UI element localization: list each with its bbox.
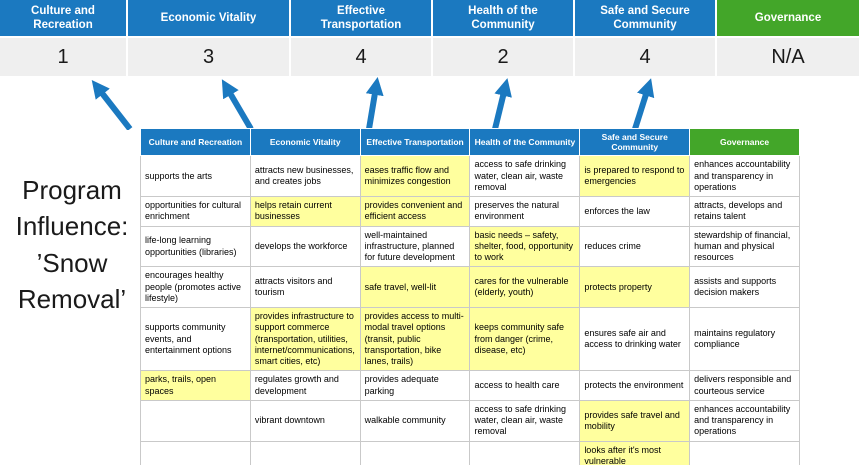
matrix-cell-r6-c6: delivers responsible and courteous servi…	[689, 370, 800, 401]
matrix-header-2: Effective Transportation	[359, 127, 471, 157]
table-row: opportunities for cultural enrichment hel…	[140, 196, 800, 227]
table-row: life-long learning opportunities (librar…	[140, 225, 800, 268]
matrix-cell-r7-c3: walkable community	[359, 399, 471, 442]
matrix-cell-r8-c5: looks after it's most vulnerable	[579, 440, 691, 465]
matrix-cell-r4-c6: assists and supports decision makers	[689, 266, 800, 309]
summary-category-2: Effective Transportation	[291, 0, 431, 36]
matrix-header-0: Culture and Recreation	[140, 127, 251, 157]
matrix-cell-r5-c4: keeps community safe from danger (crime,…	[469, 307, 581, 372]
up-arrow-icon	[492, 78, 512, 130]
matrix-cell-r2-c3: provides convenient and efficient access	[359, 196, 471, 227]
matrix-cell-r5-c3: provides access to multi-modal travel op…	[359, 307, 471, 372]
summary-score-3: 2	[433, 38, 573, 76]
table-row: encourages healthy people (promotes acti…	[140, 266, 800, 309]
matrix-cell-r7-c1	[140, 399, 251, 442]
matrix-cell-r1-c1: supports the arts	[140, 155, 251, 198]
matrix-cell-r3-c5: reduces crime	[579, 225, 691, 268]
matrix-cell-r4-c4: cares for the vulnerable (elderly, youth…	[469, 266, 581, 309]
matrix-cell-r6-c5: protects the environment	[579, 370, 691, 401]
matrix-cell-r6-c3: provides adequate parking	[359, 370, 471, 401]
summary-category-0: Culture and Recreation	[0, 0, 126, 36]
summary-score-2: 4	[291, 38, 431, 76]
summary-score-5: N/A	[717, 38, 859, 76]
matrix-cell-r2-c1: opportunities for cultural enrichment	[140, 196, 251, 227]
matrix-header-row: Culture and Recreation Economic Vitality E…	[140, 127, 800, 157]
summary-category-3: Health of the Community	[433, 0, 573, 36]
summary-score-row: 1 3 4 2 4 N/A	[0, 38, 859, 76]
summary-score-0: 1	[0, 38, 126, 76]
summary-category-4: Safe and Secure Community	[575, 0, 715, 36]
matrix-header-3: Health of the Community	[469, 127, 581, 157]
matrix-cell-r8-c6	[689, 440, 800, 465]
matrix-cell-r6-c1: parks, trails, open spaces	[140, 370, 251, 401]
matrix-cell-r3-c1: life-long learning opportunities (librar…	[140, 225, 251, 268]
matrix-cell-r2-c6: attracts, develops and retains talent	[689, 196, 800, 227]
summary-category-5: Governance	[717, 0, 859, 36]
matrix-cell-r3-c3: well-maintained infrastructure, planned …	[359, 225, 471, 268]
matrix-header-4: Safe and Secure Community	[579, 127, 691, 157]
matrix-cell-r8-c2	[249, 440, 361, 465]
page-title: Program Influence: ’Snow Removal’	[15, 175, 129, 315]
matrix-cell-r5-c5: ensures safe air and access to drinking …	[579, 307, 691, 372]
matrix-cell-r4-c5: protects property	[579, 266, 691, 309]
table-row: vibrant downtown walkable community access…	[140, 399, 800, 442]
matrix-cell-r8-c4	[469, 440, 581, 465]
matrix-cell-r5-c2: provides infrastructure to support comme…	[249, 307, 361, 372]
matrix-cell-r3-c6: stewardship of financial, human and phys…	[689, 225, 800, 268]
matrix-cell-r6-c2: regulates growth and development	[249, 370, 361, 401]
up-arrow-icon	[365, 76, 384, 130]
summary-score-1: 3	[128, 38, 289, 76]
matrix-body: supports the arts attracts new businesses…	[140, 155, 800, 465]
matrix-cell-r7-c4: access to safe drinking water, clean air…	[469, 399, 581, 442]
summary-header-row: Culture and Recreation Economic Vitality E…	[0, 0, 859, 36]
up-arrow-icon	[91, 79, 133, 130]
up-arrow-icon	[221, 79, 254, 130]
up-arrow-icon	[632, 78, 655, 130]
matrix-cell-r3-c4: basic needs – safety, shelter, food, opp…	[469, 225, 581, 268]
table-row: parks, trails, open spaces regulates grow…	[140, 370, 800, 401]
matrix-header-5: Governance	[689, 127, 800, 157]
matrix-cell-r2-c5: enforces the law	[579, 196, 691, 227]
matrix-cell-r1-c5: is prepared to respond to emergencies	[579, 155, 691, 198]
matrix-cell-r3-c2: develops the workforce	[249, 225, 361, 268]
summary-category-1: Economic Vitality	[128, 0, 289, 36]
table-row: supports the arts attracts new businesses…	[140, 155, 800, 198]
influence-arrows	[91, 76, 655, 130]
matrix-header-1: Economic Vitality	[249, 127, 361, 157]
table-row: supports community events, and entertain…	[140, 307, 800, 372]
matrix-cell-r1-c4: access to safe drinking water, clean air…	[469, 155, 581, 198]
matrix-cell-r6-c4: access to health care	[469, 370, 581, 401]
matrix-cell-r2-c2: helps retain current businesses	[249, 196, 361, 227]
matrix-cell-r4-c2: attracts visitors and tourism	[249, 266, 361, 309]
matrix-cell-r1-c6: enhances accountability and transparency…	[689, 155, 800, 198]
matrix-cell-r7-c5: provides safe travel and mobility	[579, 399, 691, 442]
matrix-cell-r5-c1: supports community events, and entertain…	[140, 307, 251, 372]
matrix-cell-r1-c3: eases traffic flow and minimizes congest…	[359, 155, 471, 198]
matrix-cell-r5-c6: maintains regulatory compliance	[689, 307, 800, 372]
matrix-cell-r1-c2: attracts new businesses, and creates job…	[249, 155, 361, 198]
table-row: looks after it's most vulnerable	[140, 440, 800, 465]
matrix-cell-r4-c1: encourages healthy people (promotes acti…	[140, 266, 251, 309]
matrix-cell-r8-c1	[140, 440, 251, 465]
matrix-cell-r7-c2: vibrant downtown	[249, 399, 361, 442]
influence-matrix: Culture and Recreation Economic Vitality E…	[140, 127, 800, 465]
matrix-cell-r4-c3: safe travel, well-lit	[359, 266, 471, 309]
summary-score-4: 4	[575, 38, 715, 76]
matrix-cell-r2-c4: preserves the natural environment	[469, 196, 581, 227]
matrix-cell-r8-c3	[359, 440, 471, 465]
matrix-cell-r7-c6: enhances accountability and transparency…	[689, 399, 800, 442]
